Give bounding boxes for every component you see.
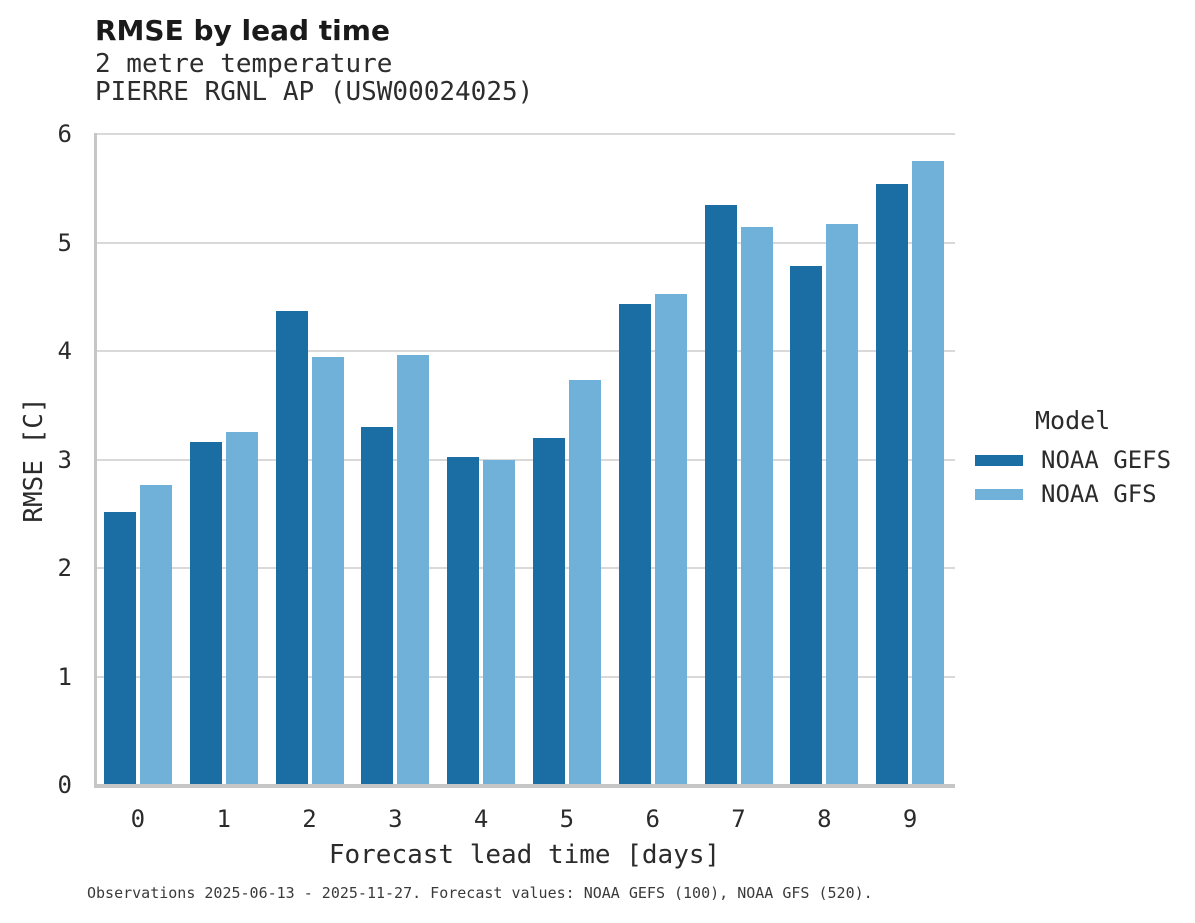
- bar-noaa-gfs-lead2: [311, 357, 344, 784]
- legend-items: NOAA GEFS NOAA GFS: [975, 443, 1190, 511]
- x-tick-label-8: 8: [817, 805, 832, 833]
- y-tick-label-1: 1: [57, 662, 72, 691]
- x-tick-label-3: 3: [388, 805, 403, 833]
- y-tick-label-4: 4: [57, 337, 72, 365]
- bar-noaa-gefs-lead0: [103, 512, 136, 784]
- bar-noaa-gfs-lead6: [654, 294, 687, 784]
- bar-noaa-gefs-lead9: [876, 184, 909, 784]
- bar-noaa-gfs-lead3: [397, 355, 430, 784]
- y-tick-label-5: 5: [57, 228, 72, 257]
- x-axis-label: Forecast lead time [days]: [328, 840, 721, 870]
- x-tick-label-6: 6: [645, 805, 660, 833]
- bar-noaa-gefs-lead5: [532, 438, 565, 784]
- y-tick-label-3: 3: [57, 445, 72, 474]
- chart-title: RMSE by lead time: [95, 14, 390, 47]
- bar-noaa-gfs-lead1: [225, 432, 258, 784]
- chart-subtitle-variable: 2 metre temperature: [95, 49, 393, 79]
- bar-noaa-gefs-lead6: [618, 304, 651, 784]
- x-tick-label-9: 9: [902, 805, 918, 833]
- x-tick-label-0: 0: [130, 805, 146, 833]
- gridline-y2: [97, 567, 955, 569]
- gridline-y3: [97, 458, 955, 461]
- bar-noaa-gfs-lead8: [826, 224, 859, 784]
- chart-subtitle-station: PIERRE RGNL AP (USW00024025): [95, 77, 534, 107]
- bar-noaa-gefs-lead7: [704, 205, 737, 784]
- y-tick-label-2: 2: [57, 554, 72, 582]
- x-tick-label-2: 2: [302, 805, 317, 833]
- legend-item-noaa-gefs: NOAA GEFS: [975, 443, 1190, 477]
- gridline-y5: [97, 241, 955, 244]
- plot-area: [94, 133, 955, 788]
- y-tick-label-0: 0: [57, 771, 72, 799]
- legend-item-noaa-gfs: NOAA GFS: [975, 477, 1190, 511]
- bar-noaa-gefs-lead8: [790, 266, 823, 784]
- gridline-y6: [97, 133, 955, 135]
- chart-footnote: Observations 2025-06-13 - 2025-11-27. Fo…: [87, 884, 873, 902]
- bar-noaa-gfs-lead5: [568, 380, 601, 784]
- legend-label-noaa-gefs: NOAA GEFS: [1041, 446, 1172, 474]
- legend-label-noaa-gfs: NOAA GFS: [1041, 480, 1157, 508]
- bar-noaa-gefs-lead4: [447, 457, 480, 784]
- x-tick-label-7: 7: [731, 805, 746, 833]
- gridline-y4: [97, 350, 955, 352]
- bar-noaa-gfs-lead0: [139, 485, 172, 784]
- bar-noaa-gefs-lead1: [189, 442, 222, 784]
- x-tick-label-5: 5: [559, 805, 575, 833]
- bar-noaa-gefs-lead2: [275, 311, 308, 784]
- legend-swatch-noaa-gefs: [975, 454, 1023, 466]
- bar-noaa-gfs-lead7: [740, 227, 773, 784]
- legend-swatch-noaa-gfs: [975, 488, 1023, 500]
- legend-title: Model: [1035, 406, 1111, 435]
- bar-noaa-gefs-lead3: [361, 427, 394, 784]
- bar-noaa-gfs-lead4: [483, 460, 516, 784]
- gridline-y1: [97, 675, 955, 678]
- x-tick-label-1: 1: [216, 805, 231, 833]
- legend: Model NOAA GEFS NOAA GFS: [975, 406, 1190, 511]
- bar-noaa-gfs-lead9: [912, 161, 945, 784]
- x-tick-label-4: 4: [473, 805, 489, 833]
- y-tick-label-6: 6: [57, 120, 72, 148]
